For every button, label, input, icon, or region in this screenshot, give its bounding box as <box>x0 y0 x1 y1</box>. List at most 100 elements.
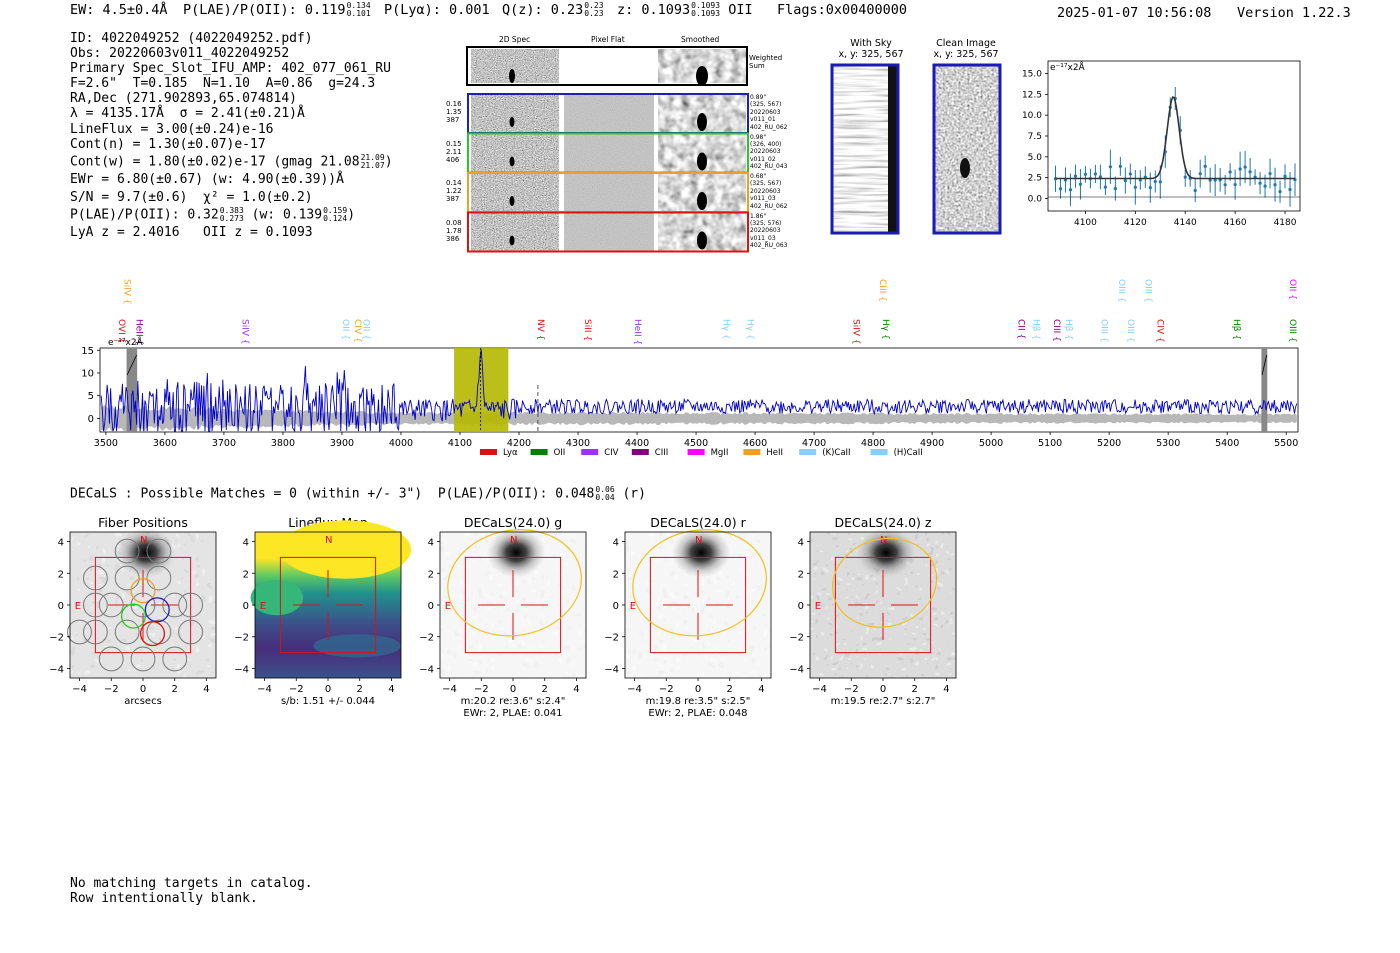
cutout-pixel-flat <box>564 95 654 132</box>
decals-panel-title: DECaLS(24.0) z <box>835 515 932 530</box>
header-flags: Flags:0x00400000 <box>777 2 908 18</box>
spectrum-xtick-label: 4500 <box>684 438 708 449</box>
fit-data-point <box>1058 187 1063 191</box>
panel-xtick-label: 2 <box>172 684 178 695</box>
fit-data-point <box>1228 170 1232 174</box>
info-plae-w: (w: 0.139 <box>251 207 323 223</box>
panel-xtick-label: 0 <box>510 684 516 695</box>
legend-label: MgII <box>711 448 729 458</box>
cutout-pixel-flat <box>564 213 654 251</box>
spectrum-line-label: CIII { <box>877 279 887 302</box>
cutout-weight-w3: 386 <box>446 234 460 243</box>
fit-xtick-label: 4120 <box>1124 218 1147 228</box>
aperture-box <box>464 556 562 654</box>
source-ellipse <box>632 529 767 637</box>
info-radec: RA,Dec (271.902893,65.074814) <box>70 91 297 106</box>
spectrum-xtick-label: 4300 <box>566 438 590 449</box>
fit-data-point <box>1133 185 1137 189</box>
legend-label: CIII <box>655 448 668 458</box>
spectrum-line-label: OVI { <box>116 319 126 343</box>
fit-data-point <box>1098 175 1102 179</box>
info-ewr: EWr = 6.80(±0.67) (w: 4.90(±0.39))Å <box>70 172 344 187</box>
decals-header: DECaLS : Possible Matches = 0 (within +/… <box>70 486 646 502</box>
fit-data-point <box>1118 164 1122 168</box>
spectrum-line-label: OIII { <box>1125 319 1135 343</box>
lineflux-map-feature <box>313 634 401 658</box>
with-sky-image <box>830 63 900 235</box>
fit-data-point <box>1158 180 1162 184</box>
header-timestamp: 2025-01-07 10:56:08 <box>1057 5 1212 21</box>
spectrum-error-band <box>100 405 1297 432</box>
clean-image-label: Clean Image <box>936 38 996 49</box>
header-z: z: 0.10930.1093 0.1093 OII <box>617 2 753 19</box>
cutout-meta-n2: v011_02 <box>750 155 776 163</box>
line-fit-plot: e⁻¹⁷x2Å 15.0 12.5 10.0 7.5 5.0 2.5 0.0 4100 412… <box>1022 60 1301 228</box>
cutout-row <box>467 132 749 174</box>
cutout-meta-n1: 20220603 <box>750 108 781 116</box>
spectrum-xtick-label: 4400 <box>625 438 649 449</box>
cutout-weight-w1: 0.16 <box>446 100 462 108</box>
cutout-meta-d: 0.98" <box>750 133 767 141</box>
source-ellipse <box>831 537 938 628</box>
spectrum-line-label: SiIV { <box>850 319 860 345</box>
spectrum-line-label: NV { <box>535 319 545 340</box>
header-qz-hi: 0.23 <box>584 1 604 10</box>
footer-line-2: Row intentionally blank. <box>70 891 258 906</box>
panel-caption-2: EWr: 2, PLAE: 0.041 <box>463 708 562 719</box>
spectrum-line-label: Hγ { <box>880 319 890 340</box>
panel-xtick-label: −2 <box>474 684 489 695</box>
header-ew: EW: 4.5±0.4Å <box>70 2 168 18</box>
north-label: N <box>880 535 887 546</box>
panel-ytick-label: −2 <box>604 633 619 644</box>
header-qz: Q(z): 0.230.23 0.23 <box>502 1 604 19</box>
panel-ytick-label: 2 <box>428 569 434 580</box>
info-cont-w: Cont(w) = 1.80(±0.02)e-17 (gmag 21.0821.… <box>70 154 393 170</box>
aperture-box <box>94 556 192 654</box>
decals-panel-title: DECaLS(24.0) g <box>464 515 562 530</box>
spectrum-unit: e⁻¹⁷x2Å <box>108 336 144 348</box>
east-label: E <box>445 601 451 612</box>
spectrum-line-label: Hβ { <box>1231 319 1241 340</box>
with-sky-coords: x, y: 325, 567 <box>838 49 904 60</box>
aperture-box <box>834 556 932 654</box>
fit-plot-unit: e⁻¹⁷x2Å <box>1050 61 1086 73</box>
panel-xtick-label: 4 <box>573 684 579 695</box>
fit-xtick-label: 4180 <box>1274 218 1297 228</box>
fit-data-point <box>1283 174 1287 178</box>
panel-ytick-label: 4 <box>58 538 64 549</box>
header-qz-value: Q(z): 0.23 <box>502 2 584 18</box>
panel-xtick-label: 0 <box>140 684 146 695</box>
north-label: N <box>695 535 702 546</box>
panel-ytick-label: 2 <box>798 569 804 580</box>
fit-data-point <box>1103 185 1107 189</box>
info-sn: S/N = 9.7(±0.6) χ² = 1.0(±0.2) <box>70 190 313 205</box>
spectrum-xtick-label: 5100 <box>1038 438 1062 449</box>
panel-ytick-label: −4 <box>49 664 64 675</box>
spectrum-ytick-label: 10 <box>81 368 94 379</box>
fit-data-point <box>1208 178 1212 182</box>
cutout-meta-xy: (325, 567) <box>750 180 782 188</box>
panel-xtick-label: 4 <box>388 684 394 695</box>
cutout-meta-d: 0.68" <box>750 173 767 180</box>
panel-ytick-label: −2 <box>419 633 434 644</box>
lineflux-map-peak <box>279 520 412 579</box>
info-lya: LyA z = 2.4016 OII z = 0.1093 <box>70 225 313 240</box>
panel-xtick-label: −2 <box>104 684 119 695</box>
cutout-row-weights: 0.15 2.11 406 <box>446 140 462 164</box>
east-label: E <box>75 601 81 612</box>
fiber-circle <box>82 592 108 618</box>
cutout-meta-n2: v011_01 <box>750 116 776 124</box>
cutout-pixel-flat <box>564 134 654 172</box>
fit-data-point <box>1078 182 1083 186</box>
clean-image <box>932 63 1002 235</box>
fit-data-point <box>1083 172 1088 176</box>
cutout-weight-w2: 2.11 <box>446 147 462 156</box>
panel-xtick-label: −4 <box>442 684 457 695</box>
fit-plot-frame <box>1047 60 1301 212</box>
panel-xtick-label: −4 <box>812 684 827 695</box>
fit-ytick-label: 15.0 <box>1022 70 1042 80</box>
spectrum-flux <box>100 349 1298 433</box>
panel-caption: arcsecs <box>124 696 162 707</box>
cutout-gap <box>654 134 658 172</box>
spectrum-xtick-label: 3700 <box>212 438 236 449</box>
